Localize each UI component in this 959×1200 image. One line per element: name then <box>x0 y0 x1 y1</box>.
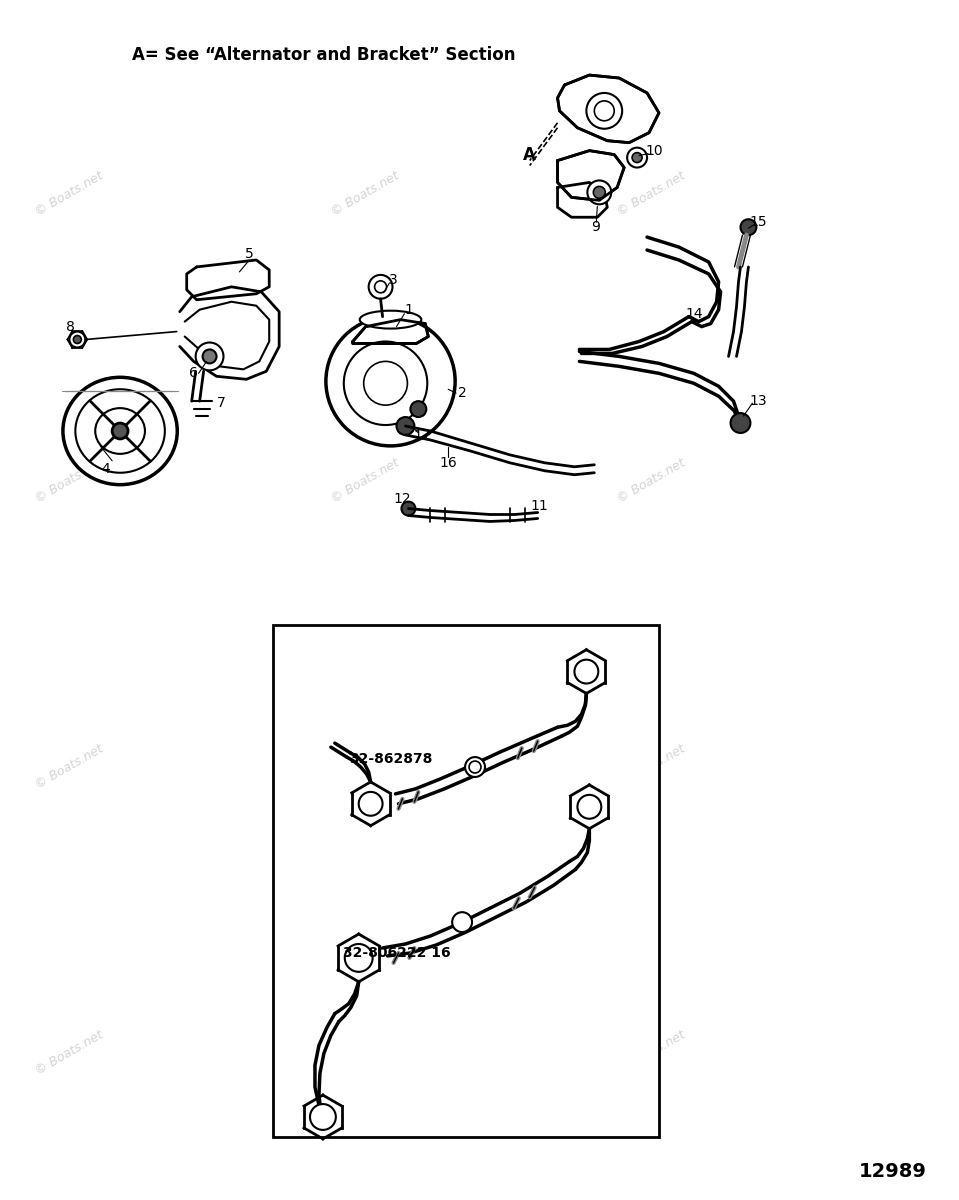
Text: © Boats.net: © Boats.net <box>615 456 688 505</box>
Text: 13: 13 <box>750 394 767 408</box>
Ellipse shape <box>76 389 165 473</box>
Circle shape <box>310 1104 336 1130</box>
Circle shape <box>359 792 383 816</box>
Circle shape <box>112 424 129 439</box>
Text: © Boats.net: © Boats.net <box>329 743 402 792</box>
Circle shape <box>627 148 647 168</box>
Polygon shape <box>557 76 659 143</box>
Circle shape <box>632 152 643 162</box>
Polygon shape <box>557 151 624 200</box>
Circle shape <box>326 317 456 446</box>
Text: 10: 10 <box>645 144 663 157</box>
Circle shape <box>574 660 598 684</box>
Text: 12989: 12989 <box>858 1162 926 1181</box>
Circle shape <box>577 794 601 818</box>
Text: © Boats.net: © Boats.net <box>34 1028 105 1078</box>
Circle shape <box>586 92 622 128</box>
Circle shape <box>731 413 751 433</box>
Ellipse shape <box>360 311 421 329</box>
Circle shape <box>402 502 415 516</box>
Text: 15: 15 <box>750 215 767 229</box>
Circle shape <box>465 757 485 776</box>
Circle shape <box>74 336 82 343</box>
Ellipse shape <box>63 377 177 485</box>
Text: A: A <box>524 145 536 163</box>
Text: 1: 1 <box>404 302 413 317</box>
Text: 8: 8 <box>66 319 75 334</box>
Text: A= See “Alternator and Bracket” Section: A= See “Alternator and Bracket” Section <box>132 46 516 64</box>
Text: 17: 17 <box>413 428 432 443</box>
Circle shape <box>343 342 428 425</box>
Text: © Boats.net: © Boats.net <box>34 169 105 220</box>
Circle shape <box>363 361 408 406</box>
Circle shape <box>196 342 223 371</box>
Text: © Boats.net: © Boats.net <box>329 456 402 505</box>
FancyBboxPatch shape <box>273 625 659 1136</box>
Text: © Boats.net: © Boats.net <box>329 1028 402 1078</box>
Circle shape <box>345 944 373 972</box>
Text: © Boats.net: © Boats.net <box>329 169 402 220</box>
Text: 12: 12 <box>393 492 411 505</box>
Text: 14: 14 <box>685 307 703 320</box>
Text: © Boats.net: © Boats.net <box>615 743 688 792</box>
Text: 6: 6 <box>189 366 199 380</box>
Circle shape <box>594 186 605 198</box>
Circle shape <box>202 349 217 364</box>
Text: 16: 16 <box>439 456 457 469</box>
Circle shape <box>595 101 614 121</box>
Text: 32-806222 16: 32-806222 16 <box>342 946 451 960</box>
Circle shape <box>368 275 392 299</box>
Text: © Boats.net: © Boats.net <box>615 1028 688 1078</box>
Text: 7: 7 <box>217 396 226 410</box>
Circle shape <box>452 912 472 932</box>
Circle shape <box>396 418 414 434</box>
Text: 11: 11 <box>530 498 549 512</box>
Circle shape <box>69 331 85 348</box>
Text: 9: 9 <box>591 220 599 234</box>
Polygon shape <box>353 319 429 343</box>
Text: © Boats.net: © Boats.net <box>615 169 688 220</box>
Ellipse shape <box>95 408 145 454</box>
Text: 4: 4 <box>102 462 110 475</box>
Text: 3: 3 <box>389 272 398 287</box>
Text: 5: 5 <box>245 247 254 262</box>
Text: © Boats.net: © Boats.net <box>34 456 105 505</box>
Text: © Boats.net: © Boats.net <box>34 743 105 792</box>
Text: 32-862878: 32-862878 <box>349 752 433 766</box>
Circle shape <box>740 220 757 235</box>
Circle shape <box>375 281 386 293</box>
Circle shape <box>410 401 427 418</box>
Circle shape <box>587 180 611 204</box>
Circle shape <box>469 761 481 773</box>
Text: 2: 2 <box>457 386 466 401</box>
